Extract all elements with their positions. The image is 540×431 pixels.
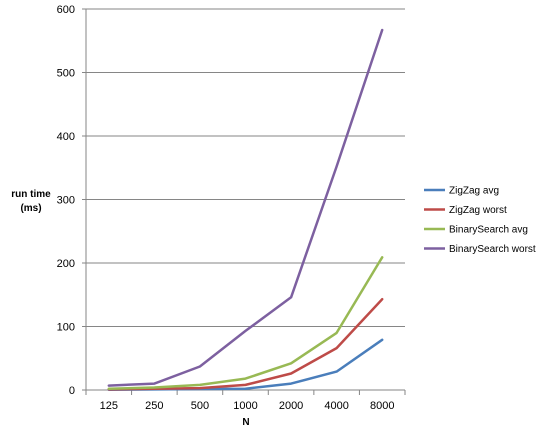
x-axis-title: N [242, 417, 249, 428]
y-tick-label-300: 300 [57, 195, 75, 207]
legend: ZigZag avg ZigZag worst BinarySearch avg Bi… [424, 186, 536, 255]
y-axis-title-line-2: (ms) [20, 203, 41, 214]
series-line-zigzag-avg [107, 338, 384, 391]
series-line-binarysearch-avg [107, 256, 384, 390]
y-axis-title-line-1: run time [11, 189, 51, 200]
x-tick-label-4000: 4000 [324, 400, 348, 412]
legend-label-zigzag-avg: ZigZag avg [449, 186, 499, 197]
x-tick-label-125: 125 [100, 400, 118, 412]
x-tick-label-500: 500 [191, 400, 209, 412]
x-tick-labels: 125 250 500 1000 2000 4000 8000 [100, 400, 395, 412]
data-series [107, 28, 384, 391]
legend-label-binarysearch-worst: BinarySearch worst [449, 244, 536, 255]
y-tick-label-600: 600 [57, 4, 75, 16]
x-tick-label-1000: 1000 [233, 400, 257, 412]
y-tick-label-0: 0 [69, 385, 75, 397]
series-line-zigzag-worst [107, 297, 384, 391]
y-tick-label-200: 200 [57, 258, 75, 270]
x-tick-label-250: 250 [145, 400, 163, 412]
legend-label-zigzag-worst: ZigZag worst [449, 205, 507, 216]
x-tick-label-2000: 2000 [279, 400, 303, 412]
y-tick-labels: 0 100 200 300 400 500 600 [57, 4, 75, 397]
y-tick-label-100: 100 [57, 322, 75, 334]
axes [82, 8, 406, 395]
y-tick-label-400: 400 [57, 131, 75, 143]
series-line-binarysearch-worst [107, 28, 384, 387]
legend-label-binarysearch-avg: BinarySearch avg [449, 225, 528, 236]
x-tick-label-8000: 8000 [370, 400, 394, 412]
y-tick-label-500: 500 [57, 68, 75, 80]
gridlines [86, 8, 405, 327]
